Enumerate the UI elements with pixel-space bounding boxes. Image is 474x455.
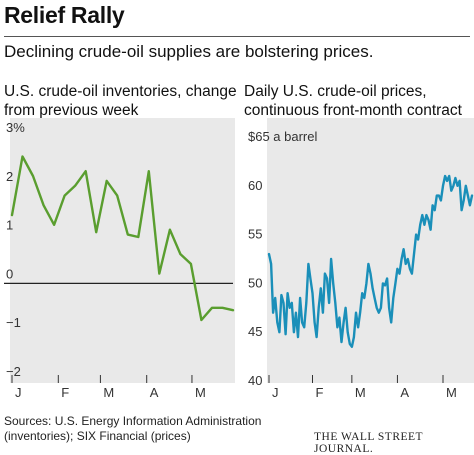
price-y-tick-label: 40 — [248, 373, 262, 388]
inventory-x-tick-label: F — [61, 385, 69, 400]
inventory-x-tick-label: M — [195, 385, 206, 400]
left-panel-title-line1: U.S. crude-oil inventories, change — [4, 83, 237, 100]
chart-title: Relief Rally — [4, 2, 125, 28]
inventory-x-tick-label: J — [15, 385, 22, 400]
inventory-plot-area — [10, 118, 235, 383]
right-panel-title-line2: continuous front-month contract — [244, 102, 462, 119]
price-y-tick-label: 50 — [248, 275, 262, 290]
price-series-line — [267, 174, 474, 349]
right-panel-title: Daily U.S. crude-oil prices, continuous … — [244, 82, 462, 120]
price-x-tick-label: F — [316, 385, 324, 400]
price-x-tick-label: M — [446, 385, 457, 400]
wsj-credit: THE WALL STREET JOURNAL. — [314, 431, 423, 455]
inventory-y-tick-label: −1 — [6, 315, 21, 330]
inventory-y-tick-label: 0 — [6, 266, 13, 281]
inventory-x-tick-label: A — [150, 385, 159, 400]
chart-subtitle: Declining crude-oil supplies are bolster… — [4, 42, 374, 61]
price-y-tick-label: $65 a barrel — [248, 129, 317, 144]
oil-price-chart: $65 a barrel 60 55 50 45 40 J F M A M — [248, 118, 474, 400]
inventory-x-tick-label: M — [103, 385, 114, 400]
right-panel-title-line1: Daily U.S. crude-oil prices, — [244, 83, 427, 100]
inventory-y-tick-label: 1 — [6, 218, 13, 233]
inventory-y-tick-label: −2 — [6, 364, 21, 379]
source-line1: Sources: U.S. Energy Information Adminis… — [4, 414, 262, 428]
title-underline — [4, 36, 470, 37]
left-panel-title: U.S. crude-oil inventories, change from … — [4, 82, 237, 120]
price-y-tick-label: 45 — [248, 324, 262, 339]
price-y-tick-label: 55 — [248, 227, 262, 242]
inventory-series-line — [10, 155, 235, 322]
price-x-tick-label: A — [400, 385, 409, 400]
source-line2: (inventories); SIX Financial (prices) — [4, 429, 191, 443]
inventory-y-tick-label: 2 — [6, 169, 13, 184]
price-y-tick-label: 60 — [248, 178, 262, 193]
source-note: Sources: U.S. Energy Information Adminis… — [4, 414, 261, 444]
inventory-y-tick-label: 3% — [6, 120, 25, 135]
inventories-chart: 3% 2 1 0 −1 −2 J F M A M — [4, 118, 235, 400]
price-x-tick-label: J — [272, 385, 279, 400]
price-x-tick-label: M — [355, 385, 366, 400]
left-panel-title-line2: from previous week — [4, 102, 139, 119]
price-plot-area — [267, 118, 474, 383]
